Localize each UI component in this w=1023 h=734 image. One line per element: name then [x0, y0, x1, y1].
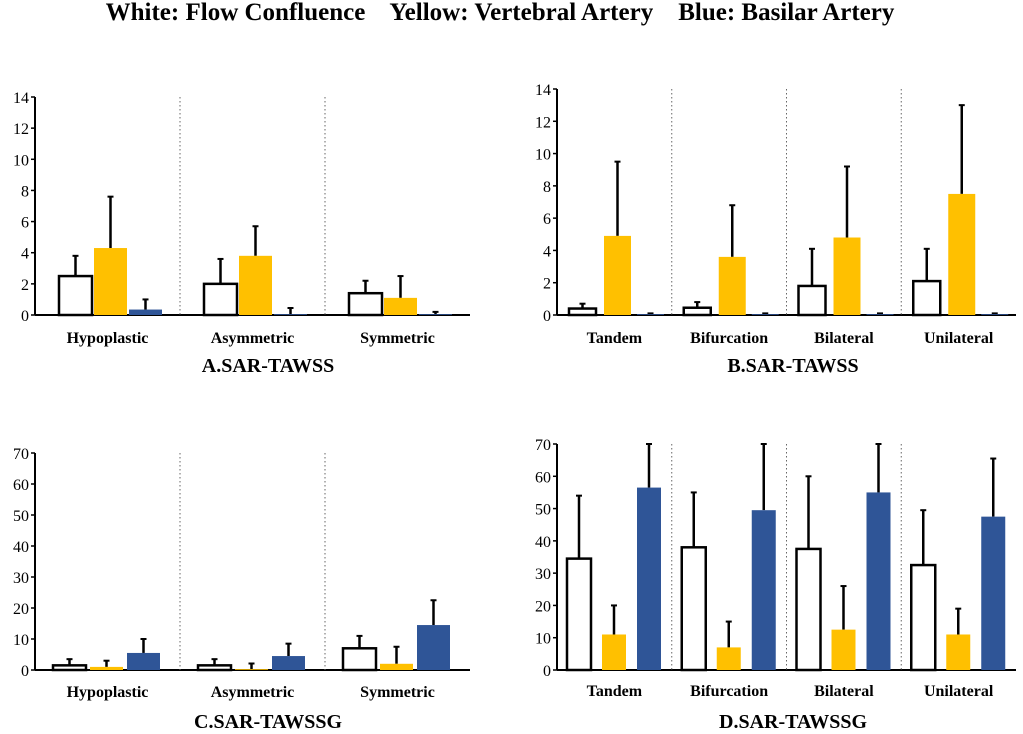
bar-blue-tandem [637, 314, 664, 315]
bar-white-symmetric [341, 647, 378, 672]
bar-blue-asymmetric [274, 314, 307, 315]
y-tick-label: 12 [535, 114, 551, 131]
bar-yellow-tandem [602, 634, 626, 670]
bar-yellow-bilateral [833, 237, 861, 315]
y-tick-label: 8 [21, 183, 29, 200]
legend-title: White: Flow Confluence Yellow: Vertebral… [106, 0, 895, 26]
y-tick-label: 60 [13, 477, 29, 494]
bar-yellow-asymmetric [239, 255, 272, 315]
x-tick-label: Hypoplastic [67, 684, 149, 701]
x-tick-label: Hypoplastic [67, 330, 149, 347]
y-tick-label: 14 [13, 90, 29, 107]
bar-blue-symmetric [417, 625, 450, 670]
y-tick-label: 30 [535, 566, 551, 583]
y-tick-label: 10 [535, 631, 551, 648]
bar-white-asymmetric [196, 664, 233, 672]
y-tick-label: 0 [543, 663, 551, 680]
bar-white-tandem [567, 307, 598, 317]
y-tick-label: 10 [535, 147, 551, 164]
bar-yellow-bilateral [831, 629, 856, 670]
y-tick-label: 14 [535, 82, 551, 99]
bar-yellow-symmetric [380, 663, 413, 670]
y-tick-label: 20 [535, 598, 551, 615]
x-tick-label: Tandem [587, 683, 643, 700]
x-tick-label: Bifurcation [690, 683, 768, 700]
bar-white-hypoplastic [51, 664, 88, 672]
bar-yellow-unilateral [948, 193, 976, 315]
y-tick-label: 50 [13, 508, 29, 525]
y-tick-label: 10 [13, 152, 29, 169]
panel-a-sar-tawss: 0 2 4 6 8 10 12 14 Hypoplastic Asymmetric Symmetri… [13, 90, 470, 377]
y-tick-label: 20 [13, 601, 29, 618]
y-tick-label: 4 [543, 243, 551, 260]
x-tick-label: Asymmetric [211, 330, 295, 347]
bar-yellow-asymmetric [235, 669, 268, 670]
bar-blue-symmetric [419, 314, 452, 315]
bar-blue-bifurcation [751, 314, 779, 315]
y-tick-label: 0 [21, 308, 29, 325]
y-tick-label: 70 [13, 446, 29, 463]
bar-blue-hypoplastic [127, 652, 160, 670]
panel-d-sar-tawssg: 0 10 20 30 40 50 60 70 Tandem Bifurcation Bilatera… [535, 437, 1016, 733]
bar-blue-tandem [637, 487, 661, 670]
bar-blue-hypoplastic [129, 309, 162, 315]
y-tick-label: 6 [21, 215, 29, 232]
y-tick-label: 10 [13, 632, 29, 649]
y-tick-label: 30 [13, 570, 29, 587]
bar-white-hypoplastic [57, 274, 94, 317]
x-tick-label: Bilateral [814, 683, 874, 700]
bar-white-unilateral [912, 279, 942, 317]
bar-blue-bifurcation [751, 510, 776, 670]
y-tick-label: 4 [21, 246, 29, 263]
x-tick-label: Symmetric [360, 684, 435, 701]
y-tick-label: 2 [543, 276, 551, 293]
x-tick-label: Asymmetric [211, 684, 295, 701]
y-tick-label: 2 [21, 277, 29, 294]
bar-white-tandem [565, 557, 593, 672]
y-tick-label: 8 [543, 179, 551, 196]
bar-yellow-tandem [604, 235, 631, 315]
bar-blue-bilateral [866, 314, 894, 315]
bar-white-symmetric [347, 291, 384, 317]
bar-yellow-hypoplastic [94, 248, 127, 315]
x-tick-label: Bilateral [814, 330, 874, 347]
bar-yellow-bifurcation [718, 256, 746, 315]
bar-yellow-hypoplastic [90, 666, 123, 670]
y-tick-label: 12 [13, 121, 29, 138]
bar-white-unilateral [910, 563, 937, 672]
bar-blue-unilateral [981, 314, 1009, 315]
y-tick-label: 40 [13, 539, 29, 556]
y-tick-label: 40 [535, 534, 551, 551]
x-tick-label: Symmetric [360, 330, 435, 347]
x-tick-label: Unilateral [924, 330, 994, 347]
y-tick-label: 0 [21, 663, 29, 680]
y-tick-label: 70 [535, 437, 551, 454]
panel-title: B.SAR-TAWSS [727, 355, 858, 377]
bar-blue-bilateral [866, 492, 891, 670]
bar-blue-asymmetric [272, 656, 305, 670]
x-tick-label: Bifurcation [690, 330, 768, 347]
panel-title: D.SAR-TAWSSG [719, 711, 867, 733]
bar-white-bifurcation [680, 546, 707, 672]
bar-white-asymmetric [202, 282, 239, 317]
y-tick-label: 0 [543, 308, 551, 325]
panel-b-sar-tawss: 0 2 4 6 8 10 12 14 Tandem Bifurcation Bilateral Uni… [535, 82, 1016, 377]
bar-white-bilateral [795, 547, 822, 672]
x-tick-label: Unilateral [924, 683, 994, 700]
bar-white-bifurcation [682, 306, 712, 317]
bar-blue-unilateral [981, 516, 1006, 670]
bar-yellow-bifurcation [716, 647, 741, 670]
y-tick-label: 6 [543, 211, 551, 228]
panel-title: C.SAR-TAWSSG [194, 711, 342, 733]
bar-yellow-unilateral [946, 634, 971, 670]
y-tick-label: 50 [535, 502, 551, 519]
bar-white-bilateral [797, 284, 827, 317]
panel-title: A.SAR-TAWSS [202, 355, 334, 377]
panel-c-sar-tawssg: 0 10 20 30 40 50 60 70 Hypoplastic Asymmetric Symm… [13, 446, 470, 733]
y-tick-label: 60 [535, 469, 551, 486]
bar-yellow-symmetric [384, 297, 417, 315]
x-tick-label: Tandem [587, 330, 643, 347]
